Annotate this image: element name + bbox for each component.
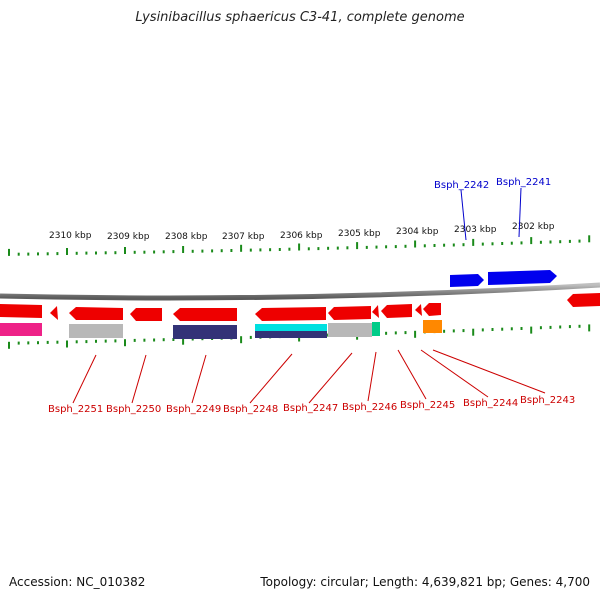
feature-bar[interactable] (255, 331, 327, 338)
scale-label: 2303 kbp (454, 225, 497, 235)
label-connector (397, 349, 427, 400)
gene-label-bsph-2243[interactable]: Bsph_2243 (520, 395, 575, 406)
label-connector (518, 187, 522, 238)
label-connector (460, 189, 467, 241)
label-connector (191, 354, 207, 404)
feature-bar[interactable] (423, 320, 442, 333)
scale-ticks-top (8, 235, 591, 256)
feature-bar[interactable] (255, 324, 327, 331)
feature-bar[interactable] (0, 323, 42, 336)
forward-strand: Bsph_2242 Bsph_2241 (434, 177, 557, 287)
gene-arrow[interactable] (50, 306, 58, 320)
scale-label: 2308 kbp (165, 232, 208, 242)
feature-bar[interactable] (173, 325, 237, 339)
gene-label-bsph-2250[interactable]: Bsph_2250 (106, 404, 161, 415)
scale-label: 2304 kbp (396, 227, 439, 237)
gene-label-bsph-2246[interactable]: Bsph_2246 (342, 402, 397, 413)
gene-arrow-bsph-2247[interactable] (328, 306, 371, 320)
reverse-strand (0, 293, 600, 321)
label-connector (131, 354, 147, 404)
gene-arrow-bsph-2248[interactable] (255, 307, 326, 321)
gene-arrow-bsph-2246[interactable] (372, 305, 379, 318)
gene-arrow-bsph-2242[interactable] (450, 274, 484, 287)
gene-arrow-bsph-2241[interactable] (488, 270, 557, 285)
label-connector (72, 354, 97, 404)
gene-label-bsph-2251[interactable]: Bsph_2251 (48, 404, 103, 415)
gene-label-bsph-2245[interactable]: Bsph_2245 (400, 400, 455, 411)
accession-text: Accession: NC_010382 (9, 575, 146, 589)
label-connector (367, 351, 377, 402)
scale-label: 2309 kbp (107, 232, 150, 242)
gene-arrow-bsph-2244[interactable] (415, 304, 422, 316)
scale-label: 2305 kbp (338, 229, 381, 239)
gene-arrow-bsph-2243[interactable] (423, 303, 441, 316)
feature-bar[interactable] (328, 323, 372, 337)
gene-label-bsph-2247[interactable]: Bsph_2247 (283, 403, 338, 414)
gene-label-bsph-2249[interactable]: Bsph_2249 (166, 404, 221, 415)
label-connector (420, 349, 489, 398)
gene-arrow[interactable] (0, 304, 42, 318)
feature-bar[interactable] (69, 324, 123, 338)
gene-arrow-bsph-2250[interactable] (130, 308, 162, 321)
scale-label: 2306 kbp (280, 231, 323, 241)
label-connector (249, 353, 293, 404)
gene-label-bsph-2242[interactable]: Bsph_2242 (434, 180, 489, 191)
map-title: Lysinibacillus sphaericus C3-41, complet… (135, 10, 465, 25)
label-connector (308, 352, 353, 404)
gene-arrow-bsph-2251[interactable] (69, 307, 123, 320)
gene-arrow-bsph-2245[interactable] (381, 304, 412, 318)
gene-label-bsph-2244[interactable]: Bsph_2244 (463, 398, 518, 409)
gene-arrow-bsph-2249[interactable] (173, 308, 237, 321)
scale-label: 2310 kbp (49, 231, 92, 241)
gene-arrow[interactable] (567, 293, 600, 307)
scale-label: 2302 kbp (512, 222, 555, 232)
gene-label-bsph-2241[interactable]: Bsph_2241 (496, 177, 551, 188)
reverse-label-connectors (72, 349, 546, 404)
gene-label-bsph-2248[interactable]: Bsph_2248 (223, 404, 278, 415)
scale-label: 2307 kbp (222, 232, 265, 242)
label-connector (432, 349, 546, 394)
feature-bars (0, 320, 442, 339)
feature-bar[interactable] (372, 322, 380, 336)
genome-stats-text: Topology: circular; Length: 4,639,821 bp… (260, 575, 590, 589)
scale-labels: 2310 kbp 2309 kbp 2308 kbp 2307 kbp 2306… (49, 222, 555, 242)
genome-backbone (0, 282, 600, 301)
reverse-gene-labels: Bsph_2251 Bsph_2250 Bsph_2249 Bsph_2248 … (48, 395, 575, 415)
